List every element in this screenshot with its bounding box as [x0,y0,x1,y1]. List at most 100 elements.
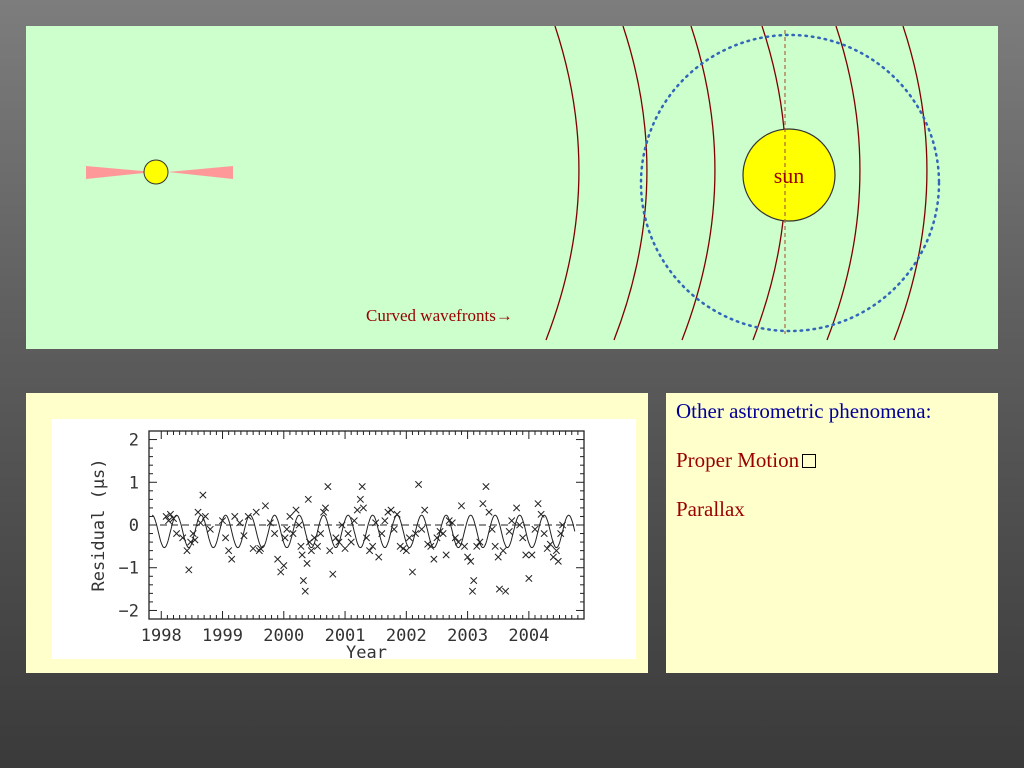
data-point-stroke [448,519,456,527]
data-point [321,504,330,512]
data-point [338,521,346,529]
data-point-stroke [485,508,493,516]
data-point [201,512,209,521]
data-point [528,551,536,559]
data-point [402,547,410,555]
data-point [187,538,195,546]
residual-plot-panel: 2 1 0 −1 −2 1998 1999 2000 2001 2002 2003 2004 Year R… [26,393,648,673]
wavefront-1 [545,26,580,341]
data-point [169,515,178,523]
wavefront-diagram [86,26,941,341]
data-point-stroke [266,519,274,527]
data-point [537,510,545,518]
data-point [464,553,472,561]
data-point [316,529,325,538]
data-point-stroke [460,542,469,550]
data-point [303,559,311,568]
data-point-stroke [427,542,435,550]
data-point [418,525,426,533]
data-point [299,576,307,585]
data-point-stroke [375,553,383,561]
data-point-stroke [442,551,450,559]
data-point [344,529,352,538]
data-point-stroke [301,587,309,595]
data-point-stroke [313,542,322,550]
fit-curve [151,514,576,549]
x-tick-label: 2002 [386,626,427,646]
data-point [411,529,420,538]
data-point-stroke [537,510,545,518]
data-point-stroke [473,542,481,550]
data-point [557,529,565,538]
data-point-stroke [470,576,478,585]
data-point [559,521,567,529]
data-point-stroke [350,517,358,525]
data-point [240,532,248,540]
data-point-stroke [439,529,447,538]
data-point-stroke [519,534,527,542]
data-point-stroke [194,508,202,516]
data-point-stroke [347,538,355,546]
data-point-stroke [286,512,294,521]
data-point [543,544,551,553]
data-point [218,517,227,525]
data-point-stroke [436,527,444,535]
x-tick-label: 2001 [325,626,366,646]
data-point-stroke [546,540,554,548]
data-point-stroke [513,504,521,512]
data-point [326,547,334,555]
data-point-stroke [321,504,330,512]
data-point-stroke [304,495,312,503]
data-point-stroke [384,508,392,516]
data-point-stroke [249,544,257,553]
data-point [183,547,191,555]
data-point-stroke [329,570,337,578]
data-point-stroke [430,555,438,563]
data-point [436,527,444,535]
data-point [199,491,207,499]
data-point [485,508,493,516]
data-point-stroke [206,525,214,533]
data-point [399,544,407,553]
data-point-stroke [393,510,401,518]
data-point-stroke [236,519,244,527]
data-point [381,517,389,525]
data-point-stroke [183,547,191,555]
data-point [495,585,504,593]
data-point-stroke [332,534,340,542]
data-point [252,508,260,516]
y-tick-label: −2 [119,601,139,621]
data-point-stroke [424,540,432,548]
data-point [369,542,377,550]
data-point [519,534,527,542]
data-point [546,540,554,548]
x-tick-label: 2003 [447,626,488,646]
data-point-stroke [405,534,413,542]
data-point-stroke [316,529,325,538]
data-point-stroke [358,482,366,491]
data-point [222,534,230,542]
data-point [358,482,366,491]
data-point [271,529,279,538]
data-point [191,536,199,544]
data-point [384,508,392,516]
data-point-stroke [283,525,291,533]
data-point [479,500,487,508]
y-tick-label: 0 [129,516,139,536]
data-point-stroke [396,542,404,550]
data-point-stroke [299,576,307,585]
data-point-stroke [187,538,195,546]
data-point-stroke [451,534,459,542]
data-point [228,555,236,563]
data-point-stroke [359,504,367,512]
data-point [516,521,524,529]
data-point-stroke [549,553,557,561]
data-point [393,510,401,518]
data-point-stroke [271,529,279,538]
data-point-stroke [482,482,490,491]
data-point-stroke [408,568,417,576]
data-point-stroke [488,525,496,533]
data-point [356,495,364,503]
data-point-stroke [494,553,502,561]
data-point-stroke [516,521,524,529]
